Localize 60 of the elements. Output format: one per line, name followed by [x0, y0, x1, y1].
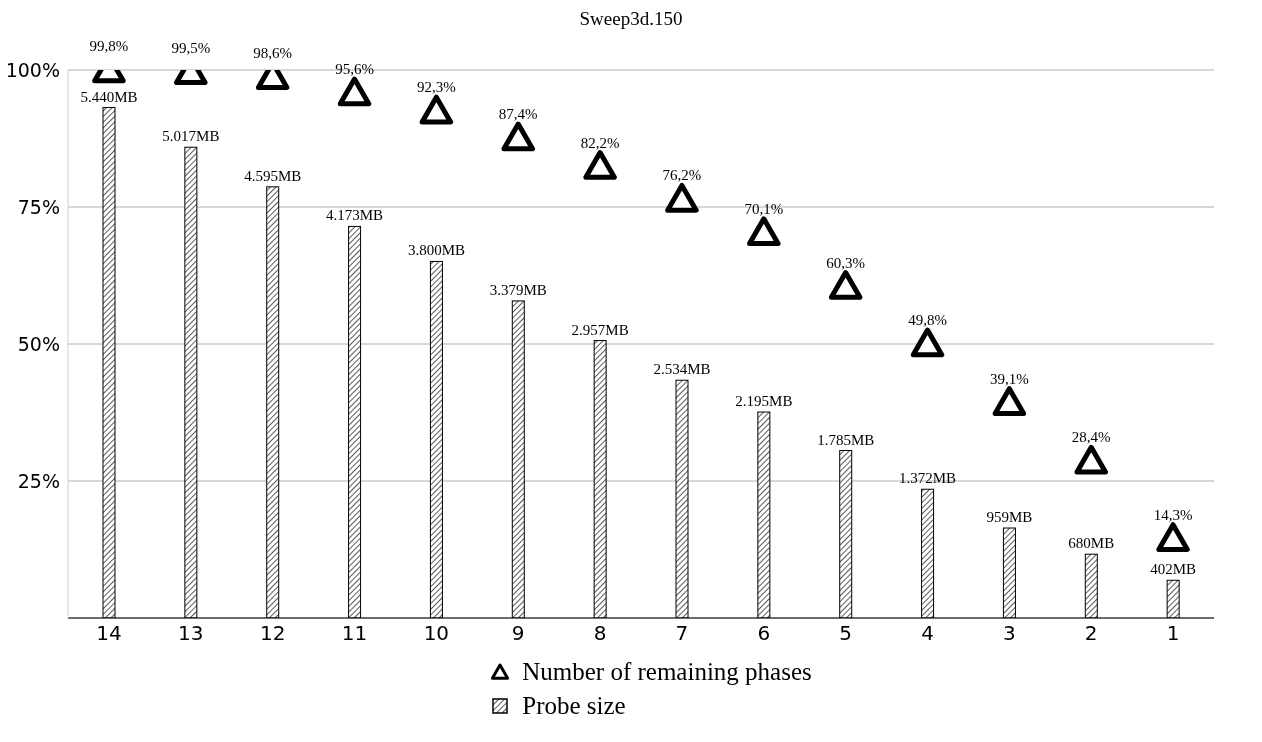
- x-tick-label: 8: [593, 621, 607, 646]
- y-tick-label: 50%: [17, 332, 60, 355]
- point: [501, 121, 535, 152]
- chart-title: Sweep3d.150: [578, 8, 684, 30]
- data-label: 39,1%: [989, 370, 1029, 387]
- data-label: 87,4%: [498, 106, 538, 123]
- x-tick-label: 14: [96, 621, 122, 646]
- x-tick-label: 6: [757, 621, 771, 646]
- data-label: 92,3%: [416, 79, 456, 96]
- data-label: 49,8%: [908, 312, 947, 329]
- x-tick-label: 2: [1084, 621, 1098, 646]
- data-label: 76,2%: [662, 167, 702, 184]
- data-label: 99,8%: [89, 38, 129, 55]
- x-tick-label: 11: [341, 621, 368, 646]
- x-tick-label: 5: [839, 621, 853, 646]
- data-label: 14,3%: [1153, 506, 1193, 523]
- point: [1074, 444, 1108, 475]
- data-label: 5.440MB: [80, 88, 138, 105]
- data-label: 2.957MB: [571, 321, 629, 338]
- data-label: 2.195MB: [735, 393, 793, 410]
- x-tick-label: 13: [178, 621, 204, 646]
- point: [910, 327, 945, 358]
- data-label: 98,6%: [253, 44, 293, 61]
- x-tick-label: 1: [1166, 621, 1180, 646]
- x-tick-label: 3: [1002, 621, 1016, 646]
- data-label: 2.534MB: [653, 361, 711, 378]
- data-label: 60,3%: [826, 254, 866, 271]
- x-tick-label: 12: [259, 621, 286, 646]
- data-label: 5.017MB: [162, 128, 220, 145]
- point: [665, 182, 699, 213]
- point: [828, 270, 863, 300]
- point: [337, 76, 372, 107]
- data-label: 95,6%: [335, 61, 374, 78]
- data-label: 1.785MB: [817, 431, 875, 448]
- data-label: 680MB: [1068, 535, 1115, 552]
- x-tick-label: 10: [423, 621, 450, 646]
- point: [747, 216, 781, 247]
- data-label: 28,4%: [1071, 429, 1111, 446]
- point: [583, 150, 617, 180]
- data-label: 959MB: [986, 509, 1033, 526]
- x-tick-label: 7: [675, 621, 689, 646]
- data-label: 99,5%: [171, 39, 211, 56]
- data-label: 3.800MB: [407, 242, 465, 259]
- data-label: 82,2%: [580, 134, 620, 151]
- x-tick-label: 9: [511, 621, 525, 646]
- data-label: 402MB: [1150, 561, 1197, 578]
- y-tick-label: 100%: [5, 58, 60, 81]
- point: [419, 94, 454, 125]
- data-label: 1.372MB: [899, 470, 957, 487]
- data-label: 70,1%: [744, 200, 784, 217]
- y-tick-label: 25%: [17, 469, 60, 492]
- data-label: 4.173MB: [326, 207, 384, 224]
- point: [1156, 522, 1190, 552]
- data-label: 3.379MB: [489, 281, 547, 298]
- data-label: 4.595MB: [244, 167, 302, 184]
- point: [992, 386, 1027, 416]
- legend-label: Number of remaining phases: [522, 658, 812, 686]
- text: Probe size: [522, 692, 626, 720]
- x-tick-label: 4: [921, 621, 934, 646]
- y-tick-label: 75%: [17, 195, 60, 218]
